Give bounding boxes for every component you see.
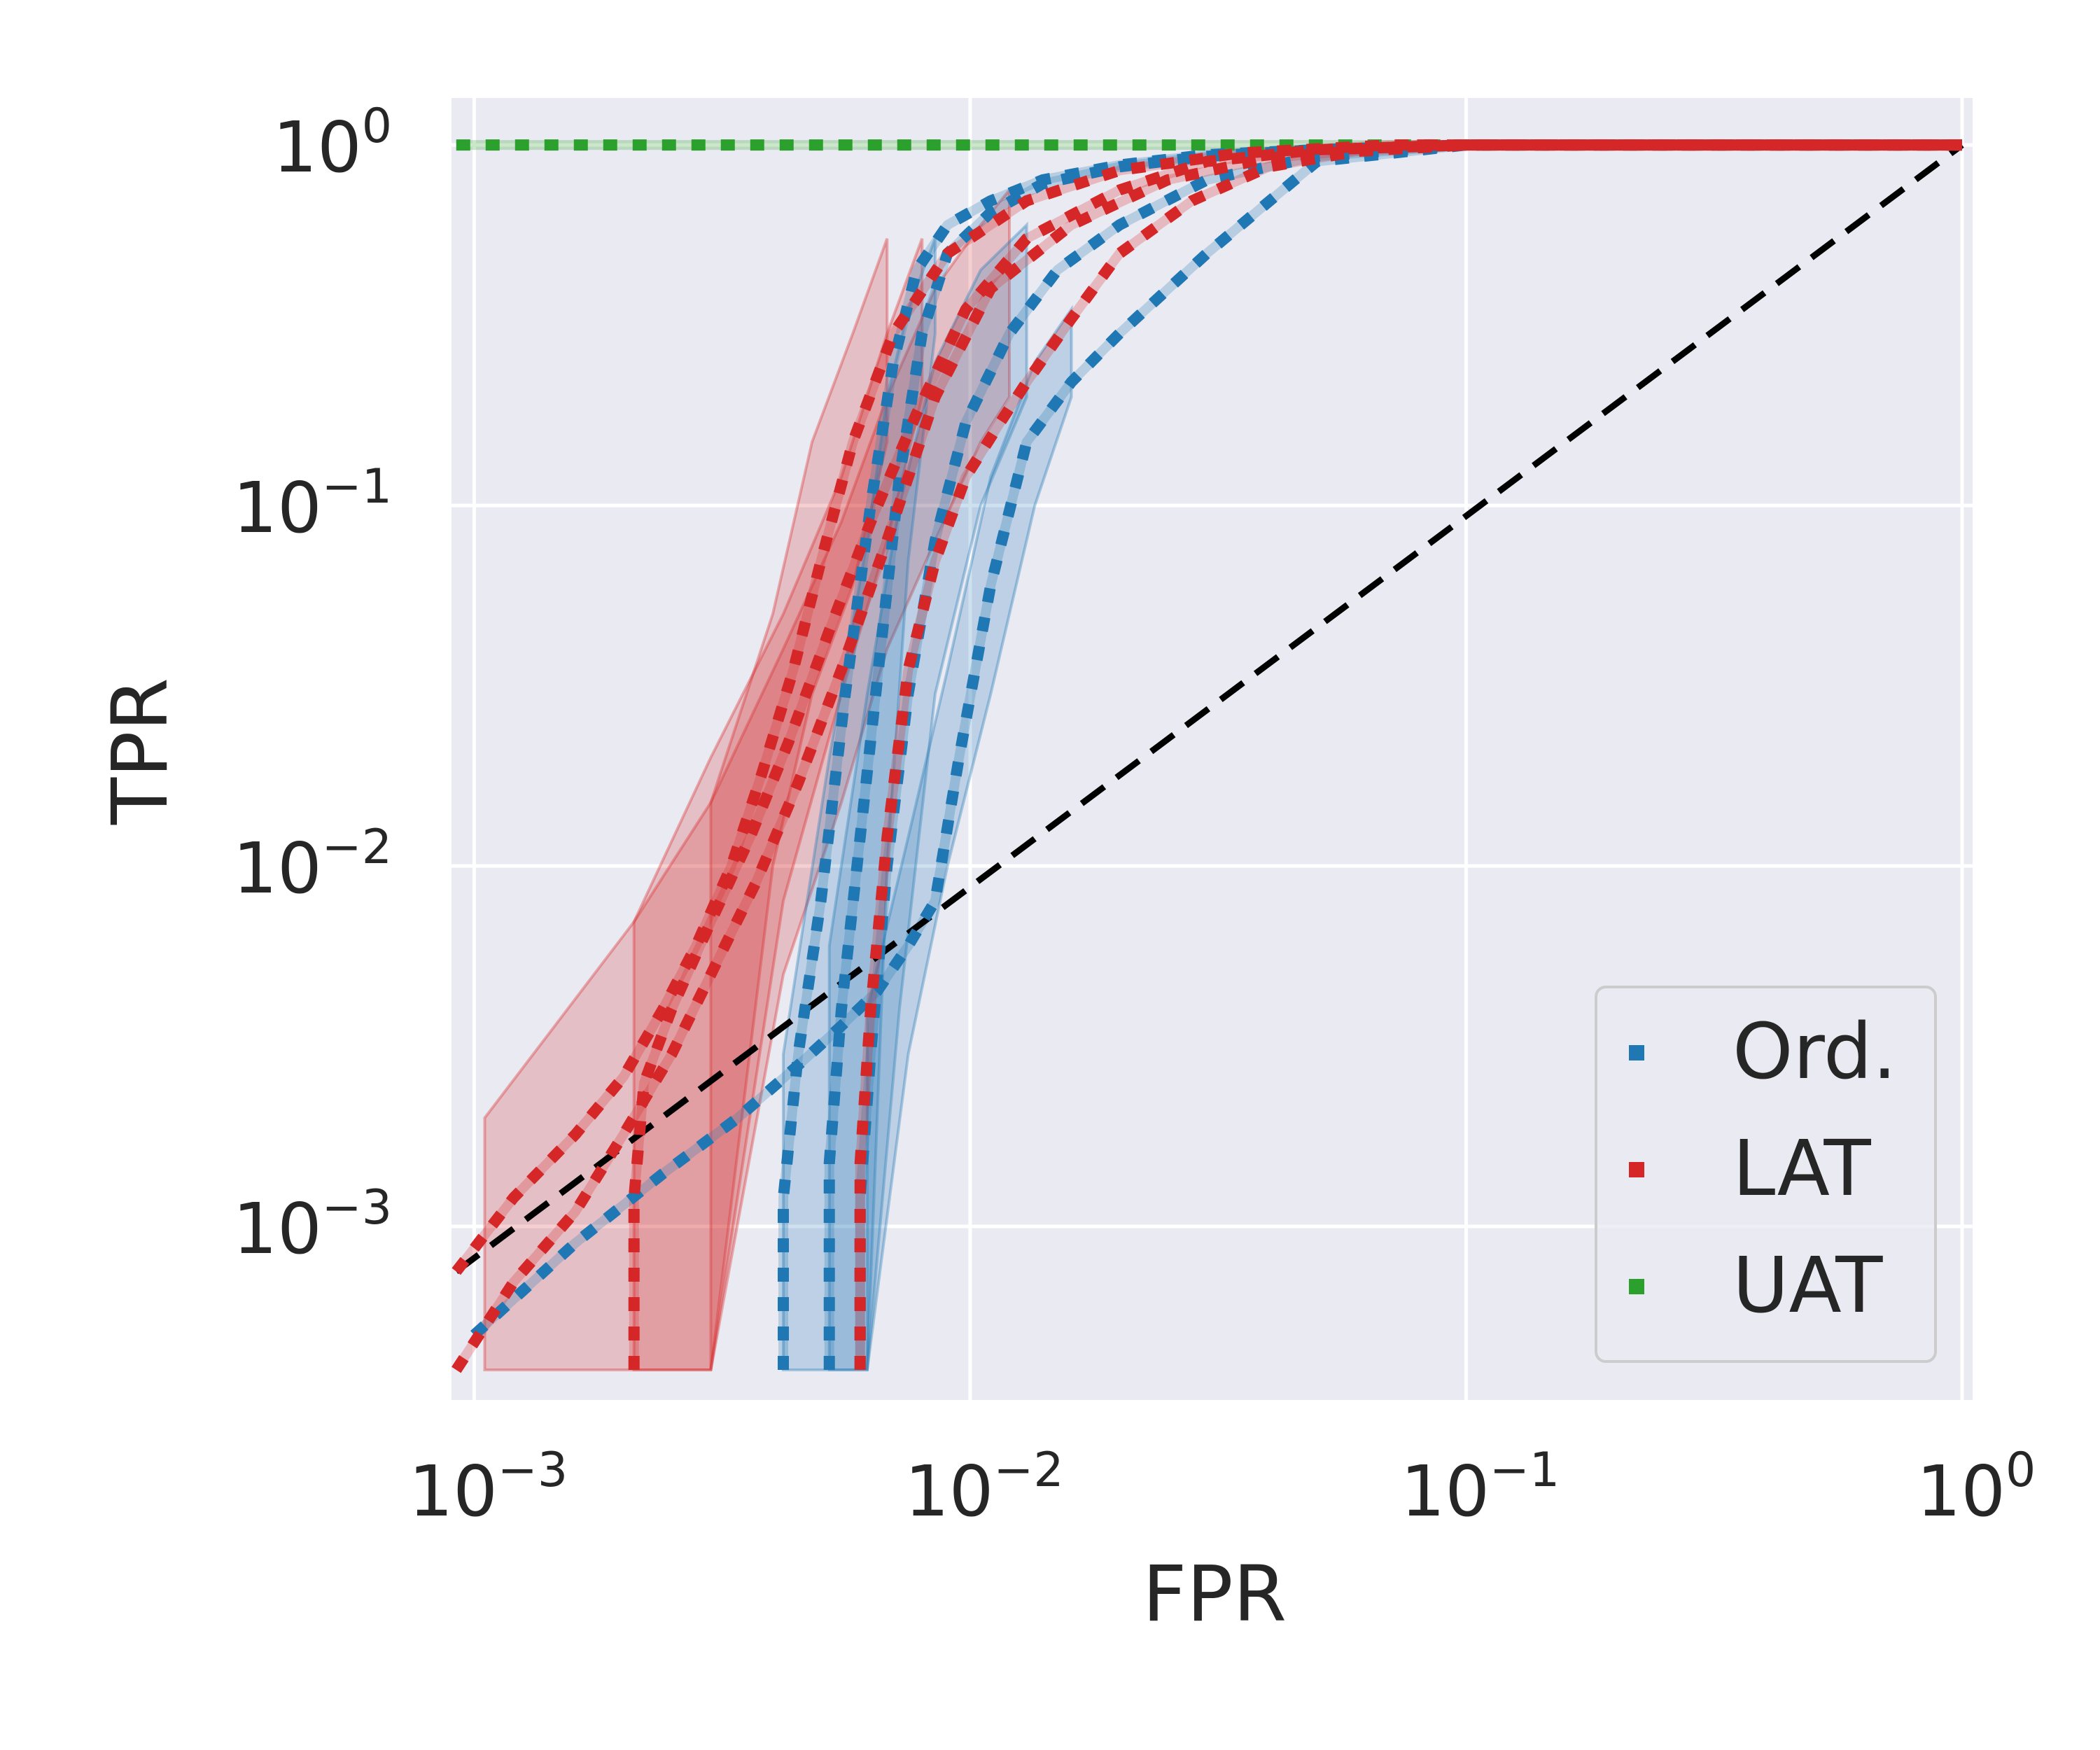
x-tick-label: 10−1: [1401, 1443, 1560, 1532]
legend-label-uat: UAT: [1732, 1240, 1883, 1330]
x-tick-label: 100: [1917, 1443, 2036, 1532]
confidence-band: [709, 186, 1011, 1371]
x-tick-label: 10−2: [904, 1443, 1064, 1532]
roc-curves: [451, 139, 1962, 1373]
legend-marker-uat: [1629, 1279, 1644, 1294]
x-tick-label: 10−3: [409, 1443, 568, 1532]
y-tick-label: 100: [272, 99, 392, 188]
legend-label-lat: LAT: [1732, 1124, 1872, 1213]
legend-label-ord: Ord.: [1732, 1007, 1897, 1096]
legend-marker-lat: [1629, 1162, 1644, 1177]
y-tick-label: 10−2: [233, 820, 393, 909]
confidence-band: [483, 238, 889, 1371]
y-tick-labels: 10−3 10−2 10−1 100: [233, 99, 393, 1270]
series-line-ord: [470, 139, 1962, 1339]
confidence-band: [865, 304, 1073, 1371]
x-tick-labels: 10−3 10−2 10−1 100: [409, 1443, 2036, 1532]
y-tick-label: 10−1: [233, 459, 393, 549]
series-line-lat: [854, 139, 1962, 1370]
x-axis-label: FPR: [1142, 1549, 1287, 1639]
legend-marker-ord: [1629, 1045, 1644, 1060]
diagonal-line: [454, 142, 1964, 1274]
y-tick-label: 10−3: [233, 1180, 393, 1270]
legend-frame: [1595, 986, 1937, 1363]
series-line-lat: [451, 139, 1962, 1373]
series-line-lat: [628, 139, 1962, 1370]
y-axis-label: TPR: [95, 678, 185, 825]
diagonal-reference-line: [454, 142, 1964, 1274]
legend: Ord. LAT UAT: [1595, 986, 1937, 1363]
data-layer: [451, 139, 1964, 1373]
